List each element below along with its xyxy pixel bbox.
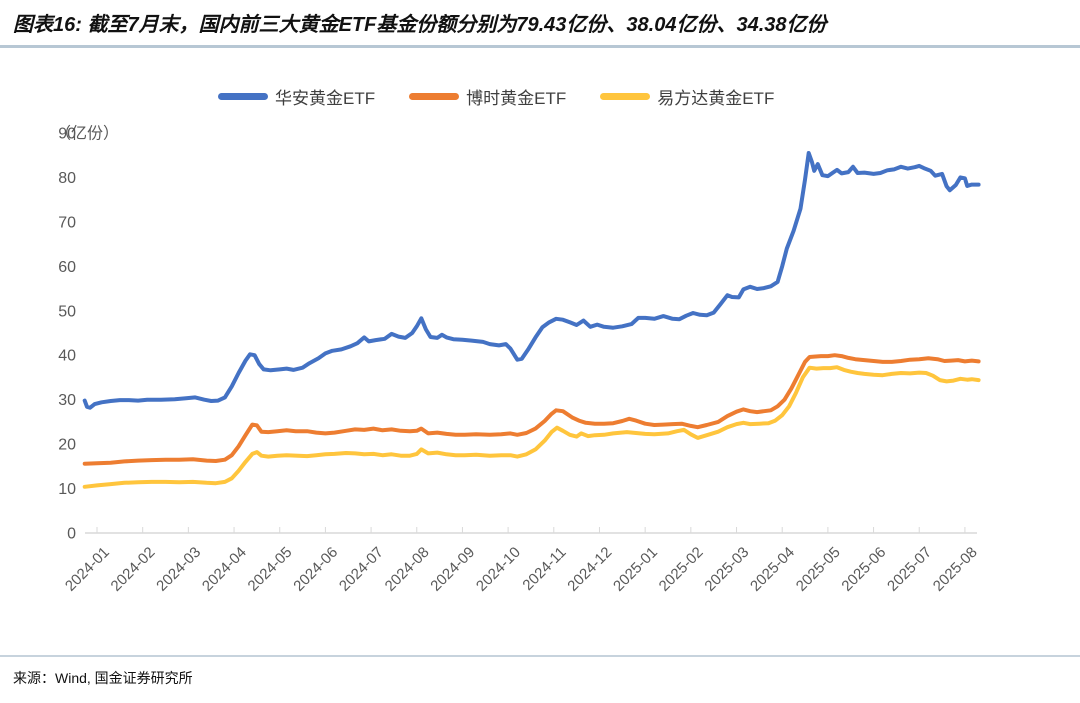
y-tick-label: 30 xyxy=(58,392,76,409)
x-tick-label: 2025-08 xyxy=(930,544,981,595)
series-line-0 xyxy=(82,151,981,410)
x-tick-label: 2025-03 xyxy=(701,544,752,595)
x-tick-label: 2024-10 xyxy=(473,544,524,595)
x-tick-label: 2024-06 xyxy=(290,544,341,595)
legend-label-boshi: 博时黄金ETF xyxy=(466,89,567,108)
y-tick-label: 10 xyxy=(58,481,76,498)
x-tick-label: 2024-08 xyxy=(382,544,433,595)
x-tick-label: 2024-04 xyxy=(199,544,250,595)
legend-label-efunds: 易方达黄金ETF xyxy=(657,89,775,108)
x-tick-label: 2025-07 xyxy=(884,544,935,595)
y-tick-label: 50 xyxy=(58,303,76,320)
x-tick-label: 2024-09 xyxy=(427,544,478,595)
x-tick-label: 2025-02 xyxy=(656,544,707,595)
figure-title: 图表16: 截至7月末，国内前三大黄金ETF基金份额分别为79.43亿份、38.… xyxy=(13,14,827,36)
x-tick-label: 2024-12 xyxy=(564,544,615,595)
y-tick-label: 60 xyxy=(58,259,76,276)
x-tick-label: 2024-07 xyxy=(336,544,387,595)
x-tick-label: 2024-05 xyxy=(245,544,296,595)
title-divider xyxy=(0,45,1080,48)
x-tick-label: 2025-05 xyxy=(793,544,844,595)
series-line-1 xyxy=(82,353,981,466)
series-line-2 xyxy=(82,365,981,489)
source-note: 来源：Wind, 国金证券研究所 xyxy=(13,670,193,686)
x-tick-label: 2024-02 xyxy=(108,544,159,595)
y-tick-label: 40 xyxy=(58,348,76,365)
legend-label-huaan: 华安黄金ETF xyxy=(275,89,376,108)
legend-swatch-efunds xyxy=(600,93,651,100)
legend-item-huaan: 华安黄金ETF xyxy=(218,84,375,109)
y-tick-label: 70 xyxy=(58,214,76,231)
x-tick-label: 2025-06 xyxy=(838,544,889,595)
x-tick-label: 2024-11 xyxy=(519,544,569,594)
y-tick-label: 80 xyxy=(58,170,76,187)
y-tick-label: 90 xyxy=(58,126,76,143)
y-axis-unit-label: （亿份） xyxy=(55,125,119,143)
legend-item-boshi: 博时黄金ETF xyxy=(409,84,566,109)
x-tick-label: 2024-01 xyxy=(62,544,113,595)
legend-swatch-huaan xyxy=(218,93,268,100)
y-tick-label: 0 xyxy=(67,526,76,543)
x-tick-label: 2024-03 xyxy=(153,544,204,595)
x-tick-label: 2025-01 xyxy=(610,544,661,595)
x-tick-label: 2025-04 xyxy=(747,544,798,595)
legend-item-efunds: 易方达黄金ETF xyxy=(600,84,774,109)
chart-legend: 华安黄金ETF 博时黄金ETF 易方达黄金ETF xyxy=(218,84,774,109)
footer-divider xyxy=(0,655,1080,657)
legend-swatch-boshi xyxy=(409,93,460,100)
y-tick-label: 20 xyxy=(58,437,76,454)
